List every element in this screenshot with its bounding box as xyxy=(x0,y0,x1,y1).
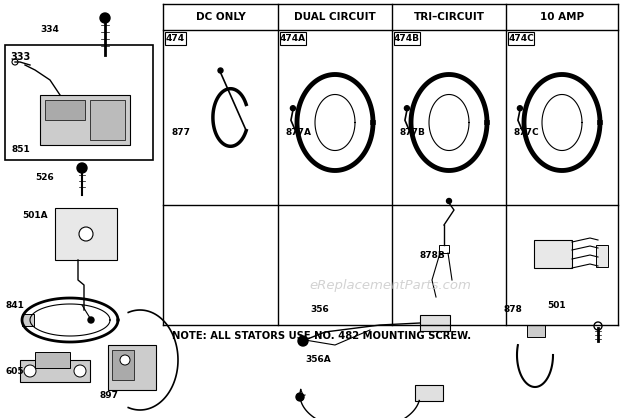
Bar xyxy=(55,208,117,260)
Circle shape xyxy=(24,365,36,377)
Text: DUAL CIRCUIT: DUAL CIRCUIT xyxy=(294,12,376,22)
Bar xyxy=(508,32,534,45)
Text: 841: 841 xyxy=(5,301,24,309)
Text: eReplacementParts.com: eReplacementParts.com xyxy=(309,278,471,291)
Bar xyxy=(45,100,85,120)
Circle shape xyxy=(298,336,308,346)
Text: 526: 526 xyxy=(35,173,54,183)
Bar xyxy=(5,45,153,160)
Bar xyxy=(439,245,449,253)
Bar xyxy=(420,315,450,331)
Circle shape xyxy=(296,393,304,401)
Text: 334: 334 xyxy=(40,25,59,35)
Text: DC ONLY: DC ONLY xyxy=(196,12,246,22)
Text: 474C: 474C xyxy=(508,34,534,43)
Circle shape xyxy=(518,106,523,111)
Bar xyxy=(527,325,545,337)
Bar xyxy=(394,32,420,45)
Text: 356: 356 xyxy=(310,306,329,314)
Circle shape xyxy=(74,365,86,377)
Text: 877B: 877B xyxy=(400,128,426,137)
Bar xyxy=(40,95,130,145)
Text: 877C: 877C xyxy=(514,128,539,137)
Text: 474B: 474B xyxy=(394,34,420,43)
Bar xyxy=(165,32,185,45)
Text: 474: 474 xyxy=(166,34,185,43)
Bar xyxy=(108,345,156,390)
Bar xyxy=(35,352,70,368)
Text: 605: 605 xyxy=(5,367,24,377)
Bar xyxy=(20,360,90,382)
Circle shape xyxy=(218,68,223,73)
Text: 501A: 501A xyxy=(22,211,48,219)
Text: 878: 878 xyxy=(503,306,522,314)
Bar xyxy=(90,100,125,140)
Text: 851: 851 xyxy=(12,145,31,155)
Text: 877A: 877A xyxy=(286,128,312,137)
Circle shape xyxy=(77,163,87,173)
Text: 501: 501 xyxy=(547,301,566,309)
Text: 897: 897 xyxy=(100,390,119,400)
Bar xyxy=(22,314,34,326)
Text: 333: 333 xyxy=(10,52,30,62)
Text: 474A: 474A xyxy=(280,34,306,43)
Text: 10 AMP: 10 AMP xyxy=(540,12,584,22)
Bar xyxy=(112,350,134,380)
Circle shape xyxy=(120,355,130,365)
Text: 356A: 356A xyxy=(305,355,330,364)
Text: 878B: 878B xyxy=(419,250,445,260)
Text: TRI–CIRCUIT: TRI–CIRCUIT xyxy=(414,12,484,22)
Text: 877: 877 xyxy=(171,128,190,137)
Bar xyxy=(596,245,608,267)
Circle shape xyxy=(79,227,93,241)
Bar xyxy=(534,240,572,268)
Bar xyxy=(415,385,443,401)
Text: NOTE: ALL STATORS USE NO. 482 MOUNTING SCREW.: NOTE: ALL STATORS USE NO. 482 MOUNTING S… xyxy=(172,331,471,341)
Bar xyxy=(280,32,306,45)
Circle shape xyxy=(88,317,94,323)
Circle shape xyxy=(290,106,295,111)
Circle shape xyxy=(100,13,110,23)
Circle shape xyxy=(446,199,451,204)
Circle shape xyxy=(404,106,409,111)
